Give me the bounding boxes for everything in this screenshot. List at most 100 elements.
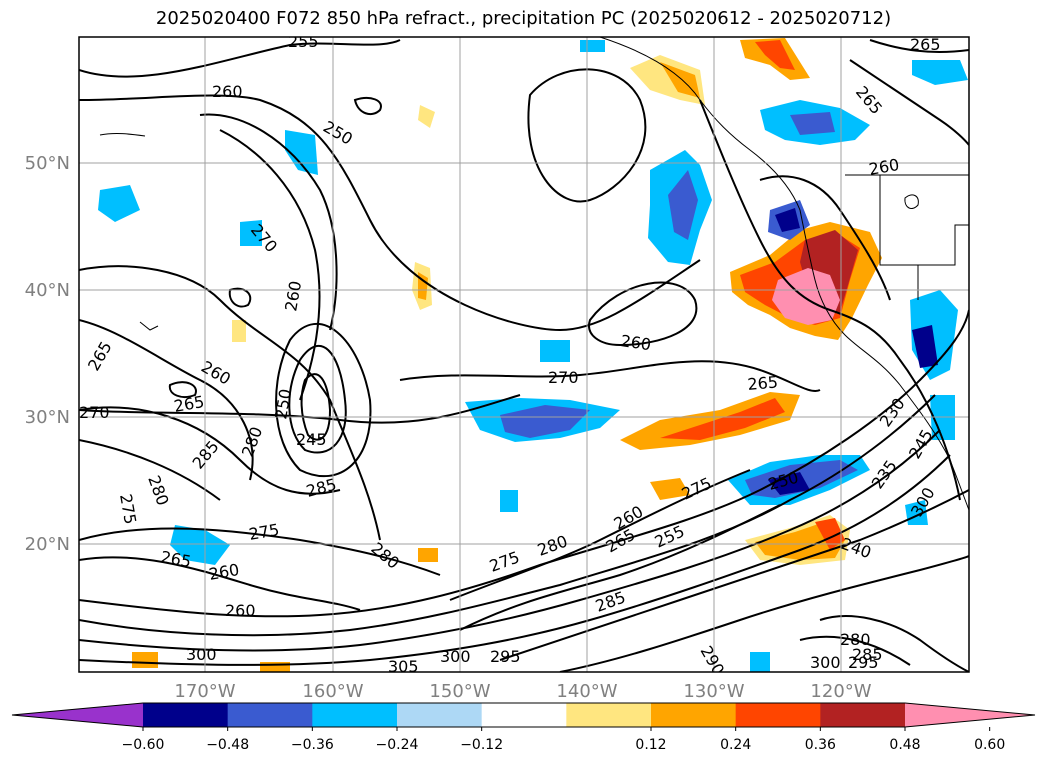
contour-line bbox=[79, 394, 521, 424]
precip-positive-area bbox=[232, 320, 246, 342]
colorbar-cell bbox=[312, 703, 398, 727]
colorbar-tick-label: 0.36 bbox=[805, 737, 836, 753]
contour-line bbox=[759, 175, 891, 301]
colorbar-cell bbox=[566, 703, 652, 727]
contour-label: 295 bbox=[490, 647, 521, 666]
precip-negative-area bbox=[768, 472, 810, 495]
colorbar-tick-label: −0.12 bbox=[460, 737, 503, 753]
colorbar: −0.60 −0.48 −0.36 −0.24 −0.12 0.12 0.24 0.36 0.4… bbox=[11, 702, 1036, 753]
lat-label: 20°N bbox=[25, 534, 70, 555]
colorbar-tick-label: 0.60 bbox=[974, 737, 1005, 753]
colorbar-cell bbox=[227, 703, 313, 727]
contour-label: 270 bbox=[548, 368, 579, 387]
contour-line bbox=[588, 281, 698, 347]
contour-label: 245 bbox=[296, 430, 327, 449]
contour-line bbox=[399, 360, 821, 392]
contour-line bbox=[79, 439, 221, 501]
island bbox=[99, 132, 146, 137]
contour-line bbox=[219, 129, 321, 401]
precip-negative-area bbox=[540, 340, 570, 362]
contour-line bbox=[79, 527, 441, 576]
contour-line bbox=[79, 309, 969, 618]
colorbar-extend-high bbox=[905, 703, 1035, 727]
contour-label: 265 bbox=[910, 35, 941, 54]
contour-line bbox=[799, 635, 911, 666]
contour-line bbox=[819, 615, 969, 672]
state-border bbox=[879, 175, 969, 266]
contour-label: 260 bbox=[225, 601, 256, 620]
contour-line bbox=[168, 381, 197, 398]
lat-label: 50°N bbox=[25, 153, 70, 174]
map-frame bbox=[78, 36, 970, 673]
precip-positive-area bbox=[755, 40, 795, 70]
lon-label: 140°W bbox=[556, 681, 617, 702]
north-america-coast bbox=[599, 37, 969, 511]
latitude-labels: 50°N 40°N 30°N 20°N bbox=[25, 153, 70, 555]
contour-line bbox=[459, 504, 781, 631]
contour-line bbox=[79, 319, 254, 481]
colorbar-cell bbox=[143, 703, 229, 727]
precip-positive-area bbox=[418, 105, 435, 128]
contour-label: 285 bbox=[852, 645, 883, 664]
contour-line bbox=[869, 39, 969, 53]
precip-positive-area bbox=[132, 652, 158, 668]
precip-negative-area bbox=[912, 325, 938, 368]
contour-line bbox=[559, 555, 969, 672]
lat-label: 30°N bbox=[25, 407, 70, 428]
colorbar-cell bbox=[735, 703, 821, 727]
colorbar-cell bbox=[651, 703, 737, 727]
contour-label: 295 bbox=[848, 653, 879, 672]
colorbar-tick-label: −0.24 bbox=[376, 737, 419, 753]
precip-positive-area bbox=[815, 518, 845, 550]
contour-line bbox=[79, 429, 941, 652]
precip-negative-area bbox=[170, 525, 230, 565]
contour-label: 265 bbox=[747, 372, 779, 394]
precip-negative-area bbox=[580, 40, 605, 52]
colorbar-tick-label: −0.48 bbox=[206, 737, 249, 753]
contour-line bbox=[275, 323, 372, 478]
precip-positive-area bbox=[660, 398, 785, 440]
contour-line bbox=[79, 265, 381, 541]
lat-label: 40°N bbox=[25, 280, 70, 301]
precip-negative-area bbox=[790, 112, 835, 135]
graticule bbox=[79, 37, 969, 672]
lon-label: 120°W bbox=[810, 681, 871, 702]
precip-positive-area bbox=[650, 478, 690, 500]
contour-line bbox=[353, 97, 382, 116]
map-title: 2025020400 F072 850 hPa refract., precip… bbox=[155, 8, 892, 29]
colorbar-tick-label: −0.60 bbox=[122, 737, 165, 753]
contour-label: 260 bbox=[212, 82, 243, 101]
precip-shading bbox=[98, 38, 968, 672]
longitude-labels: 170°W 160°W 150°W 140°W 130°W 120°W bbox=[174, 681, 871, 702]
contour-line bbox=[849, 59, 969, 146]
colorbar-cell bbox=[820, 703, 906, 727]
lon-label: 130°W bbox=[683, 681, 744, 702]
lon-label: 160°W bbox=[302, 681, 363, 702]
precip-negative-area bbox=[98, 185, 140, 222]
contour-line bbox=[449, 469, 751, 601]
colorbar-cell bbox=[397, 703, 483, 727]
colorbar-extend-low bbox=[12, 703, 143, 727]
precip-negative-area bbox=[240, 220, 262, 246]
contour-line bbox=[79, 406, 341, 495]
coastline bbox=[99, 37, 969, 511]
contour-line bbox=[79, 39, 401, 78]
contour-line bbox=[79, 394, 936, 637]
contour-label: 300 bbox=[186, 645, 217, 664]
precip-negative-area bbox=[750, 652, 770, 672]
contour-label: 280 bbox=[840, 630, 871, 649]
precip-positive-area bbox=[772, 268, 840, 325]
precip-negative-area bbox=[912, 60, 968, 85]
contour-line bbox=[699, 99, 961, 501]
contour-line bbox=[228, 287, 252, 308]
contour-label: 305 bbox=[388, 657, 419, 676]
contour-label: 255 bbox=[288, 32, 319, 51]
contour-line bbox=[79, 556, 361, 611]
lon-label: 170°W bbox=[174, 681, 235, 702]
contour-line bbox=[199, 113, 338, 331]
colorbar-tick-label: −0.36 bbox=[291, 737, 334, 753]
precip-negative-area bbox=[500, 490, 518, 512]
colorbar-outline bbox=[11, 702, 1036, 728]
contour-label: 300 bbox=[810, 653, 841, 672]
